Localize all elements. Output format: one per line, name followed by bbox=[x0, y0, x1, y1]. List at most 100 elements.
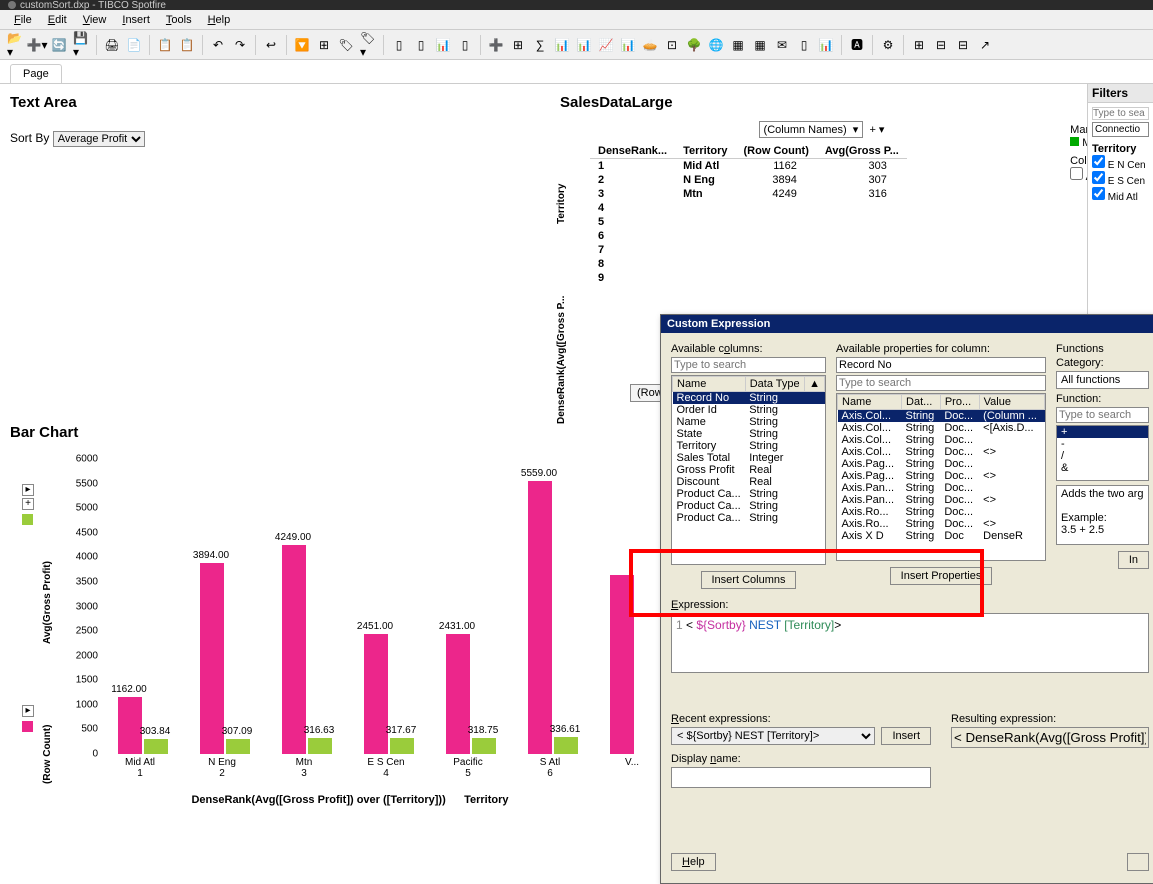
toolbar-icon[interactable]: 📋 bbox=[178, 36, 196, 54]
toolbar-icon[interactable]: ▦ bbox=[751, 36, 769, 54]
dialog-ok-btn[interactable] bbox=[1127, 853, 1149, 871]
column-row[interactable]: Record NoString bbox=[673, 392, 825, 405]
fn-item[interactable]: - bbox=[1057, 438, 1148, 450]
toolbar-icon[interactable]: ∑ bbox=[531, 36, 549, 54]
toolbar-icon[interactable]: ▯ bbox=[412, 36, 430, 54]
table-row[interactable]: 5 bbox=[590, 215, 907, 229]
bar-rowcount[interactable] bbox=[528, 481, 552, 754]
toolbar-icon[interactable]: 📄 bbox=[125, 36, 143, 54]
toolbar-icon[interactable]: ↷ bbox=[231, 36, 249, 54]
expand-icon[interactable]: ▸ bbox=[22, 484, 34, 496]
insert-columns-btn[interactable]: Insert Columns bbox=[701, 571, 797, 589]
table-row[interactable]: 3Mtn4249316 bbox=[590, 187, 907, 201]
column-names-dropdown[interactable]: (Column Names) ▾ bbox=[759, 121, 864, 138]
toolbar-icon[interactable]: 🏷 bbox=[337, 36, 355, 54]
toolbar-icon[interactable]: 📋 bbox=[156, 36, 174, 54]
menu-insert[interactable]: Insert bbox=[116, 12, 156, 28]
menu-help[interactable]: Help bbox=[202, 12, 237, 28]
props-search[interactable] bbox=[836, 375, 1046, 391]
bar-avg[interactable] bbox=[390, 738, 414, 754]
fn-item[interactable]: & bbox=[1057, 462, 1148, 474]
toolbar-icon[interactable]: 🅰 bbox=[848, 36, 866, 54]
toolbar-icon[interactable]: ⊟ bbox=[954, 36, 972, 54]
toolbar-icon[interactable]: ↩ bbox=[262, 36, 280, 54]
insert-fn-btn[interactable]: In bbox=[1118, 551, 1149, 569]
toolbar-icon[interactable]: ⚙ bbox=[879, 36, 897, 54]
table-row[interactable]: 2N Eng3894307 bbox=[590, 173, 907, 187]
menu-edit[interactable]: Edit bbox=[42, 12, 73, 28]
filter-search[interactable] bbox=[1092, 107, 1149, 120]
fn-search[interactable] bbox=[1056, 407, 1149, 423]
prop-row[interactable]: Axis.Col...StringDoc...(Column ... bbox=[838, 410, 1045, 423]
bar-avg[interactable] bbox=[554, 737, 578, 754]
toolbar-icon[interactable]: 💾▾ bbox=[72, 36, 90, 54]
sortby-select[interactable]: Average Profit bbox=[53, 131, 145, 147]
filter-check[interactable]: Mid Atl bbox=[1092, 187, 1149, 203]
toolbar-icon[interactable]: ⊞ bbox=[315, 36, 333, 54]
columns-list[interactable]: NameData Type▲Record NoStringOrder IdStr… bbox=[671, 375, 826, 565]
toolbar-icon[interactable]: ➕▾ bbox=[28, 36, 46, 54]
toolbar-icon[interactable]: ✉ bbox=[773, 36, 791, 54]
toolbar-icon[interactable]: ⊡ bbox=[663, 36, 681, 54]
table-row[interactable]: 4 bbox=[590, 201, 907, 215]
toolbar-icon[interactable]: ⊟ bbox=[932, 36, 950, 54]
bar-avg[interactable] bbox=[472, 738, 496, 754]
table-row[interactable]: 1Mid Atl1162303 bbox=[590, 159, 907, 174]
toolbar-icon[interactable]: 📊 bbox=[553, 36, 571, 54]
category-select[interactable]: All functions bbox=[1056, 371, 1149, 389]
fn-item[interactable]: / bbox=[1057, 450, 1148, 462]
toolbar-icon[interactable]: 🌐 bbox=[707, 36, 725, 54]
toolbar-icon[interactable]: 🔽 bbox=[293, 36, 311, 54]
column-row[interactable]: Sales TotalInteger bbox=[673, 452, 825, 464]
bar-avg[interactable] bbox=[226, 739, 250, 754]
column-row[interactable]: NameString bbox=[673, 416, 825, 428]
toolbar-icon[interactable]: 🥧 bbox=[641, 36, 659, 54]
prop-row[interactable]: Axis.Pan...StringDoc... bbox=[838, 482, 1045, 494]
prop-row[interactable]: Axis.Pag...StringDoc...<> bbox=[838, 470, 1045, 482]
recent-insert-btn[interactable]: Insert bbox=[881, 727, 931, 745]
toolbar-icon[interactable]: ↶ bbox=[209, 36, 227, 54]
filter-connection[interactable]: Connectio bbox=[1092, 122, 1149, 137]
prop-row[interactable]: Axis.Ro...StringDoc...<> bbox=[838, 518, 1045, 530]
bar-rowcount[interactable] bbox=[610, 575, 634, 754]
table-row[interactable]: 6 bbox=[590, 229, 907, 243]
cols-search[interactable] bbox=[671, 357, 826, 373]
column-row[interactable]: Product Ca...String bbox=[673, 512, 825, 524]
prop-row[interactable]: Axis.Col...StringDoc...<[Axis.D... bbox=[838, 422, 1045, 434]
column-row[interactable]: Product Ca...String bbox=[673, 488, 825, 500]
fn-item[interactable]: + bbox=[1057, 426, 1148, 438]
column-row[interactable]: DiscountReal bbox=[673, 476, 825, 488]
toolbar-icon[interactable]: 🔄 bbox=[50, 36, 68, 54]
recent-select[interactable]: < ${Sortby} NEST [Territory]> bbox=[671, 727, 875, 745]
menu-view[interactable]: View bbox=[77, 12, 113, 28]
column-row[interactable]: TerritoryString bbox=[673, 440, 825, 452]
toolbar-icon[interactable]: 📊 bbox=[434, 36, 452, 54]
toolbar-icon[interactable]: ▯ bbox=[795, 36, 813, 54]
toolbar-icon[interactable]: 📊 bbox=[619, 36, 637, 54]
bar-avg[interactable] bbox=[144, 739, 168, 754]
column-row[interactable]: Order IdString bbox=[673, 404, 825, 416]
fn-list[interactable]: +-/& bbox=[1056, 425, 1149, 481]
prop-row[interactable]: Axis.Col...StringDoc...<> bbox=[838, 446, 1045, 458]
toolbar-icon[interactable]: ➕ bbox=[487, 36, 505, 54]
expression-editor[interactable]: 1 < ${Sortby} NEST [Territory]> bbox=[671, 613, 1149, 673]
prop-row[interactable]: Axis.Pan...StringDoc...<> bbox=[838, 494, 1045, 506]
plus-icon[interactable]: + bbox=[22, 498, 34, 510]
filter-check[interactable]: E N Cen bbox=[1092, 155, 1149, 171]
toolbar-icon[interactable]: ⊞ bbox=[910, 36, 928, 54]
props-record[interactable] bbox=[836, 357, 1046, 373]
column-row[interactable]: StateString bbox=[673, 428, 825, 440]
toolbar-icon[interactable]: 📊 bbox=[817, 36, 835, 54]
display-name-input[interactable] bbox=[671, 767, 931, 788]
prop-row[interactable]: Axis X DStringDocDenseR bbox=[838, 530, 1045, 542]
column-row[interactable]: Product Ca...String bbox=[673, 500, 825, 512]
table-row[interactable]: 7 bbox=[590, 243, 907, 257]
toolbar-icon[interactable]: ⊞ bbox=[509, 36, 527, 54]
help-btn[interactable]: Help bbox=[671, 853, 716, 871]
filter-check[interactable]: E S Cen bbox=[1092, 171, 1149, 187]
toolbar-icon[interactable]: 🖨 bbox=[103, 36, 121, 54]
table-row[interactable]: 9 bbox=[590, 271, 907, 285]
insert-props-btn[interactable]: Insert Properties bbox=[890, 567, 993, 585]
toolbar-icon[interactable]: 📂▾ bbox=[6, 36, 24, 54]
table-row[interactable]: 8 bbox=[590, 257, 907, 271]
